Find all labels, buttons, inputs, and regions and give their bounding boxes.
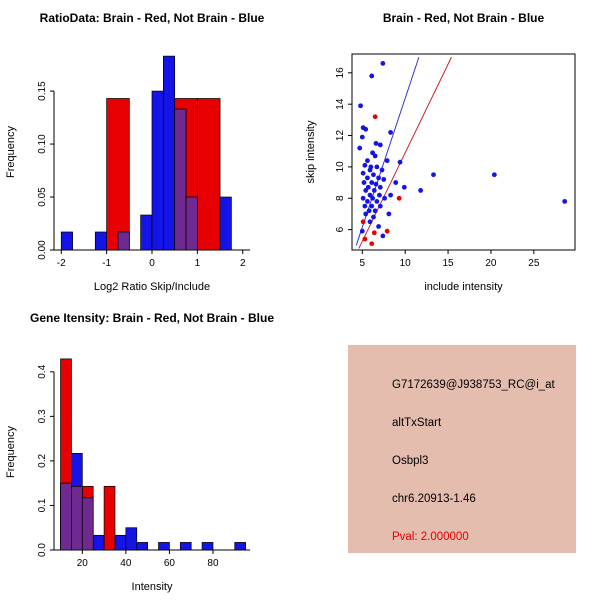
gene-intensity-panel: Gene Itensity: Brain - Red, Not Brain - … [0, 300, 300, 600]
svg-text:0.4: 0.4 [37, 364, 48, 378]
svg-text:15: 15 [442, 258, 454, 269]
svg-text:40: 40 [120, 558, 132, 569]
info-line-locus: chr6.20913-1.46 [392, 493, 476, 505]
svg-text:16: 16 [335, 67, 346, 79]
svg-text:10: 10 [400, 258, 412, 269]
svg-text:Gene Itensity: Brain - Red, No: Gene Itensity: Brain - Red, Not Brain - … [30, 311, 274, 325]
svg-text:25: 25 [528, 258, 540, 269]
info-panel: G7172639@J938753_RC@i_at altTxStart Osbp… [300, 300, 600, 600]
svg-text:Frequency: Frequency [5, 426, 17, 478]
info-line-probe-id: G7172639@J938753_RC@i_at [392, 379, 555, 391]
svg-text:Log2 Ratio Skip/Include: Log2 Ratio Skip/Include [94, 281, 210, 293]
svg-text:0.1: 0.1 [37, 498, 48, 512]
svg-text:80: 80 [207, 558, 219, 569]
svg-text:12: 12 [335, 130, 346, 142]
svg-text:skip intensity: skip intensity [305, 120, 317, 183]
svg-text:6: 6 [335, 226, 346, 232]
svg-text:20: 20 [485, 258, 497, 269]
svg-text:RatioData: Brain - Red, Not Br: RatioData: Brain - Red, Not Brain - Blue [40, 11, 265, 25]
svg-text:10: 10 [335, 161, 346, 173]
svg-text:Brain - Red, Not Brain - Blue: Brain - Red, Not Brain - Blue [383, 11, 545, 25]
svg-text:60: 60 [164, 558, 176, 569]
svg-text:5: 5 [360, 258, 366, 269]
svg-text:0.00: 0.00 [37, 240, 48, 260]
ratio-histogram-chart: RatioData: Brain - Red, Not Brain - Blue… [5, 11, 265, 293]
svg-text:0.3: 0.3 [37, 409, 48, 423]
svg-text:-1: -1 [102, 258, 111, 269]
svg-text:8: 8 [335, 195, 346, 201]
gene-info-box: G7172639@J938753_RC@i_at altTxStart Osbp… [348, 345, 576, 553]
svg-text:0.0: 0.0 [37, 543, 48, 557]
svg-text:0.15: 0.15 [37, 81, 48, 101]
info-line-gene-name: Osbpl3 [392, 455, 429, 467]
info-line-pval: Pval: 2.000000 [392, 531, 469, 543]
svg-text:0.05: 0.05 [37, 187, 48, 207]
gene-intensity-histogram-chart: Gene Itensity: Brain - Red, Not Brain - … [5, 311, 274, 593]
svg-text:14: 14 [335, 98, 346, 110]
info-line-event-type: altTxStart [392, 417, 442, 429]
svg-text:0: 0 [149, 258, 155, 269]
svg-text:20: 20 [77, 558, 89, 569]
scatter-panel: Brain - Red, Not Brain - Blue 5 10 15 20 25 6 8… [300, 0, 600, 300]
svg-text:0.10: 0.10 [37, 134, 48, 154]
svg-text:1: 1 [195, 258, 201, 269]
svg-text:0.2: 0.2 [37, 454, 48, 468]
svg-text:Intensity: Intensity [132, 581, 173, 593]
svg-text:Frequency: Frequency [5, 126, 17, 178]
svg-text:include intensity: include intensity [424, 281, 503, 293]
skip-include-scatter-chart: Brain - Red, Not Brain - Blue 5 10 15 20 25 6 8… [305, 11, 576, 293]
ratio-histogram-panel: RatioData: Brain - Red, Not Brain - Blue… [0, 0, 300, 300]
svg-text:-2: -2 [57, 258, 66, 269]
svg-text:2: 2 [240, 258, 246, 269]
